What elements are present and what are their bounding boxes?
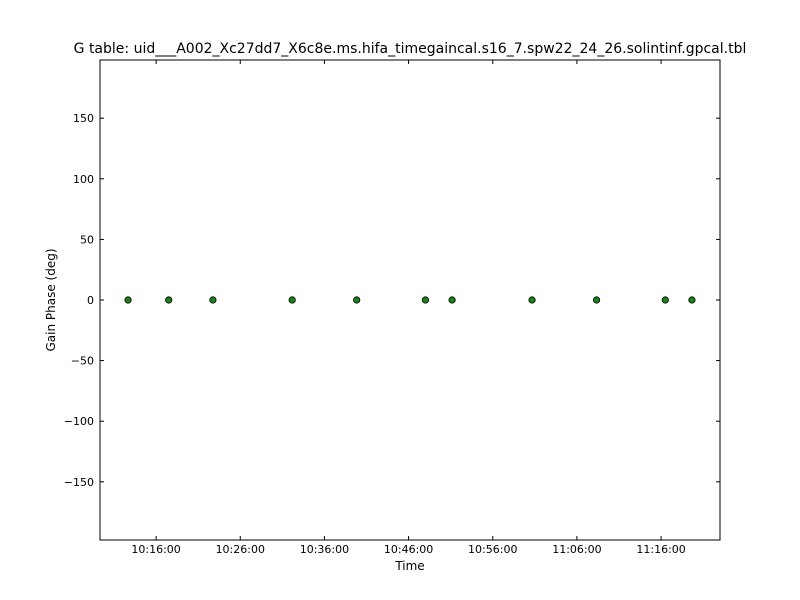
data-point xyxy=(448,296,456,304)
x-tick-label: 11:16:00 xyxy=(636,543,685,556)
x-axis-label: Time xyxy=(394,559,424,573)
data-point xyxy=(688,296,696,304)
data-point xyxy=(124,296,132,304)
data-point xyxy=(421,296,430,304)
data-point xyxy=(209,296,217,304)
data-point xyxy=(592,296,601,304)
y-tick-label: 50 xyxy=(80,233,94,246)
y-tick-label: 0 xyxy=(87,294,94,307)
y-tick-label: 100 xyxy=(73,173,94,186)
y-tick-label: −150 xyxy=(64,476,94,489)
x-axis-ticks: 10:16:00 10:26:00 10:36:00 10:46:00 10:56:00… xyxy=(131,60,686,556)
plot-area xyxy=(100,60,720,540)
data-point xyxy=(661,296,669,304)
x-tick-label: 10:16:00 xyxy=(131,543,180,556)
y-axis-ticks: 150 100 50 0 −50 −100 −150 xyxy=(64,112,720,489)
data-point xyxy=(353,296,361,304)
y-tick-label: −50 xyxy=(71,355,94,368)
data-points xyxy=(124,296,696,304)
x-tick-label: 10:56:00 xyxy=(468,543,517,556)
x-tick-label: 11:06:00 xyxy=(552,543,601,556)
chart-title: G table: uid___A002_Xc27dd7_X6c8e.ms.hif… xyxy=(74,41,747,57)
x-tick-label: 10:46:00 xyxy=(384,543,433,556)
y-tick-label: 150 xyxy=(73,112,94,125)
y-tick-label: −100 xyxy=(64,415,94,428)
x-tick-label: 10:26:00 xyxy=(216,543,265,556)
data-point xyxy=(165,296,173,304)
plot-frame xyxy=(99,59,721,541)
y-axis-label: Gain Phase (deg) xyxy=(44,248,58,351)
x-tick-label: 10:36:00 xyxy=(300,543,349,556)
data-point xyxy=(528,296,536,304)
data-point xyxy=(288,296,296,304)
